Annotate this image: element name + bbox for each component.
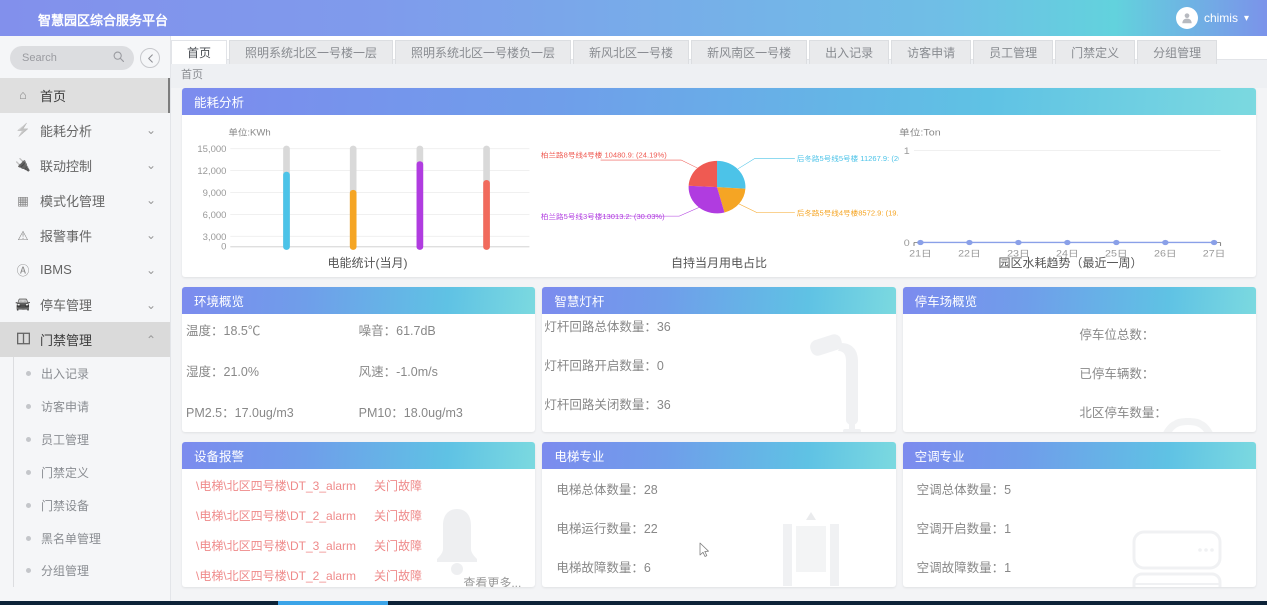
svg-text:15,000: 15,000 — [197, 145, 226, 155]
svg-text:后冬路5号线5号楼 11267.9: (26%): 后冬路5号线5号楼 11267.9: (26%) — [797, 154, 899, 163]
svg-text:9,000: 9,000 — [203, 188, 227, 198]
svg-text:柏兰路8号线4号楼 10480.9: (24.19%): 柏兰路8号线4号楼 10480.9: (24.19%) — [541, 151, 667, 160]
svg-text:单位:Ton: 单位:Ton — [899, 127, 941, 139]
svg-text:12,000: 12,000 — [197, 166, 226, 176]
svg-text:3,000: 3,000 — [203, 232, 227, 242]
svg-text:后冬路5号线4号楼8572.9: (19.78%): 后冬路5号线4号楼8572.9: (19.78%) — [797, 209, 899, 218]
svg-text:柏兰路5号线3号楼13013.2: (30.03%): 柏兰路5号线3号楼13013.2: (30.03%) — [541, 212, 665, 221]
svg-text:1: 1 — [904, 147, 910, 157]
svg-text:0: 0 — [904, 239, 911, 249]
svg-text:单位:KWh: 单位:KWh — [228, 127, 270, 138]
svg-text:0: 0 — [221, 242, 226, 252]
svg-text:6,000: 6,000 — [203, 210, 227, 220]
